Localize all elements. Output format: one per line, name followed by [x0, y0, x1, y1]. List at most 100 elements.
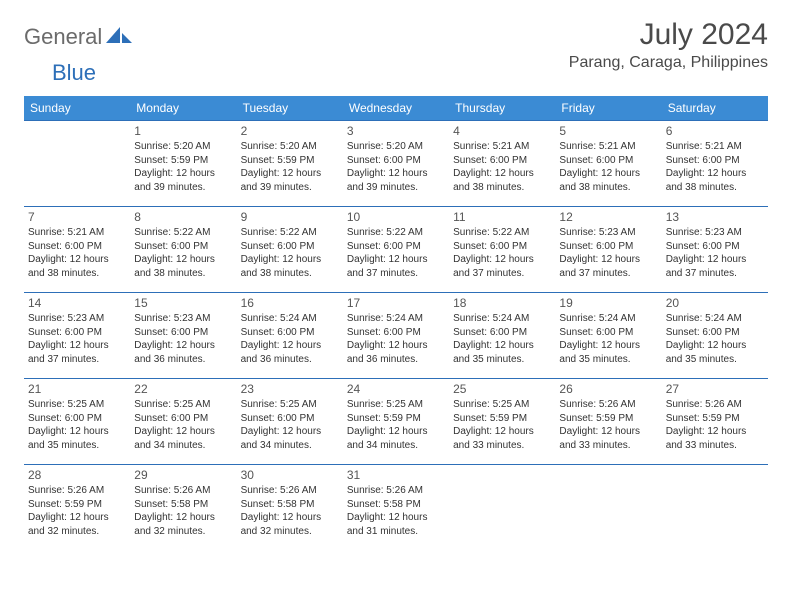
day-d1: Daylight: 12 hours	[28, 339, 126, 353]
day-d2: and 37 minutes.	[559, 267, 657, 281]
day-ss: Sunset: 6:00 PM	[241, 326, 339, 340]
day-cell	[555, 465, 661, 551]
day-d1: Daylight: 12 hours	[134, 425, 232, 439]
day-d2: and 35 minutes.	[28, 439, 126, 453]
day-sr: Sunrise: 5:26 AM	[241, 484, 339, 498]
day-d1: Daylight: 12 hours	[241, 511, 339, 525]
day-d2: and 36 minutes.	[134, 353, 232, 367]
day-d1: Daylight: 12 hours	[347, 511, 445, 525]
day-details: Sunrise: 5:25 AMSunset: 5:59 PMDaylight:…	[347, 398, 445, 452]
day-number: 4	[453, 124, 551, 138]
day-cell: 14Sunrise: 5:23 AMSunset: 6:00 PMDayligh…	[24, 293, 130, 379]
day-d2: and 39 minutes.	[134, 181, 232, 195]
day-d1: Daylight: 12 hours	[453, 167, 551, 181]
day-d1: Daylight: 12 hours	[241, 253, 339, 267]
day-ss: Sunset: 5:58 PM	[241, 498, 339, 512]
day-d2: and 35 minutes.	[453, 353, 551, 367]
day-d2: and 32 minutes.	[241, 525, 339, 539]
day-cell: 2 Sunrise: 5:20 AMSunset: 5:59 PMDaylight…	[237, 121, 343, 207]
day-sr: Sunrise: 5:26 AM	[666, 398, 764, 412]
day-sr: Sunrise: 5:22 AM	[241, 226, 339, 240]
day-sr: Sunrise: 5:22 AM	[347, 226, 445, 240]
day-d1: Daylight: 12 hours	[28, 425, 126, 439]
day-details: Sunrise: 5:22 AMSunset: 6:00 PMDaylight:…	[453, 226, 551, 280]
day-d1: Daylight: 12 hours	[559, 425, 657, 439]
day-d2: and 33 minutes.	[666, 439, 764, 453]
col-tuesday: Tuesday	[237, 96, 343, 121]
day-sr: Sunrise: 5:24 AM	[347, 312, 445, 326]
week-row: 28Sunrise: 5:26 AMSunset: 5:59 PMDayligh…	[24, 465, 768, 551]
day-number: 15	[134, 296, 232, 310]
day-sr: Sunrise: 5:21 AM	[559, 140, 657, 154]
day-ss: Sunset: 6:00 PM	[559, 326, 657, 340]
day-cell: 7Sunrise: 5:21 AMSunset: 6:00 PMDaylight…	[24, 207, 130, 293]
day-details: Sunrise: 5:25 AMSunset: 6:00 PMDaylight:…	[28, 398, 126, 452]
day-cell: 27Sunrise: 5:26 AMSunset: 5:59 PMDayligh…	[662, 379, 768, 465]
day-cell: 29Sunrise: 5:26 AMSunset: 5:58 PMDayligh…	[130, 465, 236, 551]
page-title: July 2024	[569, 18, 768, 52]
day-details: Sunrise: 5:23 AMSunset: 6:00 PMDaylight:…	[134, 312, 232, 366]
day-cell: 21Sunrise: 5:25 AMSunset: 6:00 PMDayligh…	[24, 379, 130, 465]
day-d2: and 37 minutes.	[28, 353, 126, 367]
day-d1: Daylight: 12 hours	[347, 339, 445, 353]
day-number: 23	[241, 382, 339, 396]
week-row: 7Sunrise: 5:21 AMSunset: 6:00 PMDaylight…	[24, 207, 768, 293]
day-d2: and 37 minutes.	[666, 267, 764, 281]
day-details: Sunrise: 5:26 AMSunset: 5:58 PMDaylight:…	[241, 484, 339, 538]
day-number: 14	[28, 296, 126, 310]
day-d2: and 37 minutes.	[453, 267, 551, 281]
day-cell: 10Sunrise: 5:22 AMSunset: 6:00 PMDayligh…	[343, 207, 449, 293]
day-sr: Sunrise: 5:24 AM	[559, 312, 657, 326]
day-sr: Sunrise: 5:20 AM	[241, 140, 339, 154]
day-sr: Sunrise: 5:23 AM	[134, 312, 232, 326]
day-d1: Daylight: 12 hours	[134, 339, 232, 353]
day-cell: 3Sunrise: 5:20 AMSunset: 6:00 PMDaylight…	[343, 121, 449, 207]
day-cell: 28Sunrise: 5:26 AMSunset: 5:59 PMDayligh…	[24, 465, 130, 551]
day-ss: Sunset: 6:00 PM	[134, 240, 232, 254]
day-sr: Sunrise: 5:23 AM	[559, 226, 657, 240]
day-details: Sunrise: 5:24 AMSunset: 6:00 PMDaylight:…	[347, 312, 445, 366]
day-number: 2	[241, 124, 339, 138]
day-cell: 26Sunrise: 5:26 AMSunset: 5:59 PMDayligh…	[555, 379, 661, 465]
day-details: Sunrise: 5:20 AMSunset: 5:59 PMDaylight:…	[241, 140, 339, 194]
day-details: Sunrise: 5:23 AMSunset: 6:00 PMDaylight:…	[559, 226, 657, 280]
day-sr: Sunrise: 5:21 AM	[453, 140, 551, 154]
day-details: Sunrise: 5:26 AMSunset: 5:59 PMDaylight:…	[666, 398, 764, 452]
day-number: 17	[347, 296, 445, 310]
day-number: 10	[347, 210, 445, 224]
day-sr: Sunrise: 5:24 AM	[241, 312, 339, 326]
day-number: 5	[559, 124, 657, 138]
day-ss: Sunset: 5:58 PM	[347, 498, 445, 512]
day-cell: 30 Sunrise: 5:26 AMSunset: 5:58 PMDayligh…	[237, 465, 343, 551]
day-ss: Sunset: 5:59 PM	[666, 412, 764, 426]
week-row: 21Sunrise: 5:25 AMSunset: 6:00 PMDayligh…	[24, 379, 768, 465]
day-details: Sunrise: 5:26 AMSunset: 5:58 PMDaylight:…	[134, 484, 232, 538]
day-number: 12	[559, 210, 657, 224]
day-cell: 1Sunrise: 5:20 AMSunset: 5:59 PMDaylight…	[130, 121, 236, 207]
day-ss: Sunset: 6:00 PM	[347, 326, 445, 340]
day-d2: and 32 minutes.	[134, 525, 232, 539]
day-d1: Daylight: 12 hours	[241, 339, 339, 353]
day-d2: and 38 minutes.	[559, 181, 657, 195]
day-d2: and 38 minutes.	[453, 181, 551, 195]
day-details: Sunrise: 5:21 AMSunset: 6:00 PMDaylight:…	[453, 140, 551, 194]
day-d1: Daylight: 12 hours	[28, 511, 126, 525]
day-details: Sunrise: 5:21 AMSunset: 6:00 PMDaylight:…	[666, 140, 764, 194]
day-d1: Daylight: 12 hours	[666, 253, 764, 267]
col-sunday: Sunday	[24, 96, 130, 121]
day-d2: and 38 minutes.	[666, 181, 764, 195]
day-d2: and 38 minutes.	[28, 267, 126, 281]
day-number: 26	[559, 382, 657, 396]
day-d2: and 34 minutes.	[134, 439, 232, 453]
day-d1: Daylight: 12 hours	[453, 253, 551, 267]
day-number: 30	[241, 468, 339, 482]
day-details: Sunrise: 5:24 AMSunset: 6:00 PMDaylight:…	[241, 312, 339, 366]
day-sr: Sunrise: 5:23 AM	[666, 226, 764, 240]
day-d1: Daylight: 12 hours	[347, 167, 445, 181]
day-number: 19	[559, 296, 657, 310]
day-sr: Sunrise: 5:25 AM	[347, 398, 445, 412]
day-details: Sunrise: 5:22 AMSunset: 6:00 PMDaylight:…	[241, 226, 339, 280]
day-details: Sunrise: 5:25 AMSunset: 6:00 PMDaylight:…	[241, 398, 339, 452]
day-sr: Sunrise: 5:25 AM	[134, 398, 232, 412]
day-ss: Sunset: 5:59 PM	[559, 412, 657, 426]
